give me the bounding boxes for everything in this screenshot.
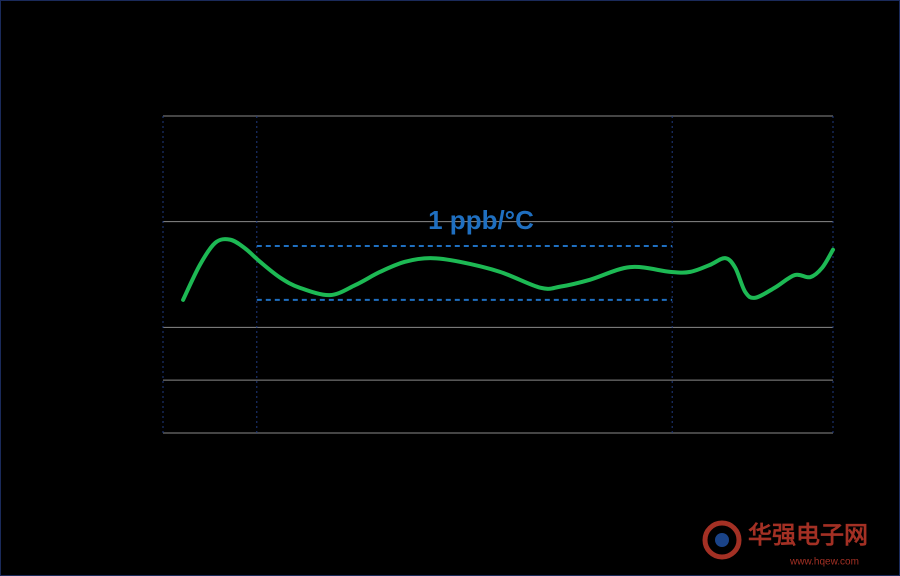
watermark-logo xyxy=(702,520,742,560)
watermark: 华强电子网 www.hqew.com xyxy=(702,520,868,568)
watermark-name: 华强电子网 xyxy=(748,521,868,549)
annotation: 1 ppb/°C xyxy=(428,205,534,235)
watermark-logo-center xyxy=(715,533,729,547)
plot-area xyxy=(162,115,835,434)
watermark-url: www.hqew.com xyxy=(789,557,859,568)
data-line xyxy=(181,237,835,302)
